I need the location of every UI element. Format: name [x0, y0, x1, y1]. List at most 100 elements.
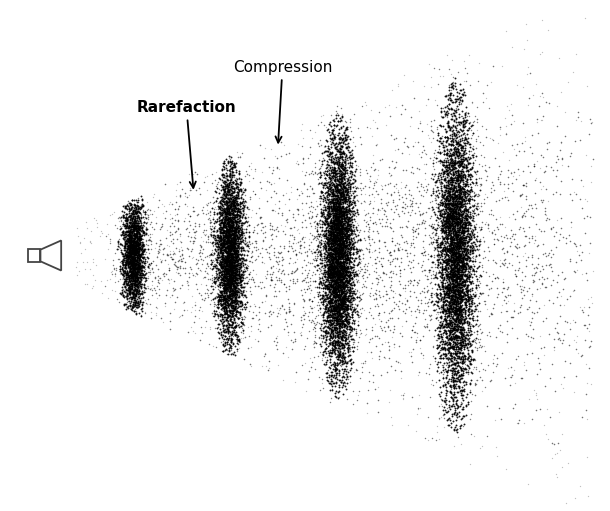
Point	[218, 266, 228, 274]
Point	[217, 258, 227, 266]
Point	[229, 279, 239, 287]
Point	[340, 237, 350, 245]
Point	[447, 344, 457, 352]
Point	[468, 356, 478, 364]
Point	[455, 341, 465, 349]
Point	[445, 223, 455, 231]
Point	[123, 262, 133, 270]
Point	[346, 226, 356, 234]
Point	[450, 147, 459, 155]
Point	[413, 228, 423, 237]
Point	[330, 250, 340, 259]
Point	[234, 314, 244, 322]
Point	[556, 380, 565, 388]
Point	[437, 268, 447, 276]
Point	[329, 296, 339, 305]
Point	[337, 164, 347, 172]
Point	[342, 264, 351, 272]
Point	[453, 206, 462, 214]
Point	[238, 262, 248, 270]
Point	[215, 175, 225, 183]
Point	[387, 314, 397, 322]
Point	[443, 182, 453, 190]
Point	[228, 264, 237, 272]
Point	[451, 219, 461, 227]
Point	[418, 354, 428, 362]
Point	[446, 268, 456, 276]
Point	[315, 136, 325, 144]
Point	[448, 195, 458, 203]
Point	[218, 185, 228, 193]
Point	[450, 298, 459, 306]
Point	[261, 245, 271, 253]
Point	[209, 278, 219, 286]
Point	[223, 311, 233, 319]
Point	[234, 338, 244, 346]
Point	[121, 233, 131, 241]
Point	[458, 264, 468, 272]
Point	[453, 232, 463, 240]
Point	[460, 291, 470, 299]
Point	[442, 136, 452, 145]
Point	[455, 176, 465, 184]
Point	[456, 306, 466, 314]
Point	[216, 252, 226, 260]
Point	[450, 308, 460, 316]
Point	[137, 294, 147, 302]
Point	[325, 352, 334, 360]
Point	[325, 311, 335, 319]
Point	[334, 252, 344, 261]
Point	[312, 231, 322, 240]
Point	[337, 212, 347, 220]
Point	[305, 259, 315, 267]
Point	[464, 300, 473, 308]
Point	[461, 263, 470, 271]
Point	[451, 310, 461, 318]
Point	[223, 292, 232, 300]
Point	[451, 282, 461, 290]
Point	[331, 225, 341, 233]
Point	[228, 307, 238, 315]
Point	[226, 260, 235, 268]
Point	[340, 277, 350, 286]
Point	[435, 72, 445, 80]
Point	[219, 313, 229, 321]
Point	[233, 227, 243, 236]
Point	[426, 298, 436, 306]
Point	[334, 259, 344, 267]
Point	[403, 282, 413, 290]
Point	[205, 229, 215, 238]
Point	[132, 232, 142, 240]
Point	[450, 341, 460, 350]
Point	[229, 171, 239, 179]
Point	[434, 250, 444, 259]
Point	[226, 213, 236, 221]
Point	[220, 239, 229, 247]
Point	[453, 433, 463, 442]
Point	[220, 245, 230, 253]
Point	[447, 251, 457, 259]
Point	[124, 268, 134, 276]
Point	[211, 235, 221, 243]
Point	[439, 254, 449, 262]
Point	[337, 248, 347, 257]
Point	[125, 222, 135, 230]
Point	[347, 163, 357, 171]
Point	[464, 268, 473, 276]
Point	[327, 258, 337, 266]
Point	[225, 262, 235, 270]
Point	[327, 206, 337, 214]
Point	[127, 237, 137, 245]
Point	[425, 240, 434, 248]
Point	[140, 242, 149, 250]
Point	[354, 124, 364, 132]
Point	[458, 126, 467, 134]
Point	[325, 210, 334, 218]
Point	[451, 240, 461, 248]
Point	[335, 195, 345, 203]
Point	[215, 303, 224, 311]
Point	[461, 307, 470, 315]
Point	[351, 167, 361, 175]
Point	[165, 325, 175, 333]
Point	[429, 153, 439, 161]
